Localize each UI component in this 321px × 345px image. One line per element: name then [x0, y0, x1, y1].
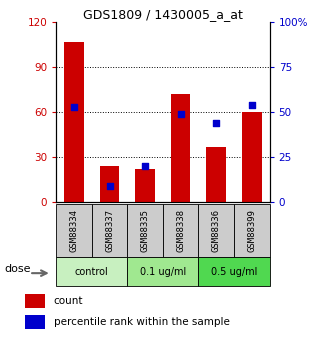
Bar	[64, 42, 84, 202]
Text: GSM88337: GSM88337	[105, 209, 114, 252]
Bar	[127, 204, 163, 257]
Text: GSM88334: GSM88334	[69, 209, 78, 252]
Bar	[198, 257, 270, 286]
Title: GDS1809 / 1430005_a_at: GDS1809 / 1430005_a_at	[83, 8, 243, 21]
Point	[143, 163, 148, 169]
Bar	[56, 257, 127, 286]
Point	[107, 183, 112, 188]
Text: GSM88335: GSM88335	[141, 209, 150, 252]
Point	[214, 120, 219, 126]
Bar	[127, 257, 198, 286]
Bar	[206, 147, 226, 202]
Text: control: control	[75, 267, 108, 277]
Bar	[25, 315, 45, 329]
Bar	[92, 204, 127, 257]
Bar	[171, 94, 190, 202]
Bar	[100, 166, 119, 202]
Bar	[135, 169, 155, 202]
Text: GSM88399: GSM88399	[247, 209, 256, 252]
Text: percentile rank within the sample: percentile rank within the sample	[54, 317, 230, 327]
Text: dose: dose	[4, 264, 31, 274]
Text: 0.5 ug/ml: 0.5 ug/ml	[211, 267, 257, 277]
Point	[71, 104, 76, 109]
Point	[249, 102, 255, 108]
Text: GSM88336: GSM88336	[212, 209, 221, 252]
Bar	[163, 204, 198, 257]
Bar	[234, 204, 270, 257]
Bar	[56, 204, 92, 257]
Bar	[198, 204, 234, 257]
Bar	[242, 112, 262, 202]
Text: 0.1 ug/ml: 0.1 ug/ml	[140, 267, 186, 277]
Text: GSM88338: GSM88338	[176, 209, 185, 252]
Text: count: count	[54, 296, 83, 306]
Point	[178, 111, 183, 117]
Bar	[25, 294, 45, 308]
